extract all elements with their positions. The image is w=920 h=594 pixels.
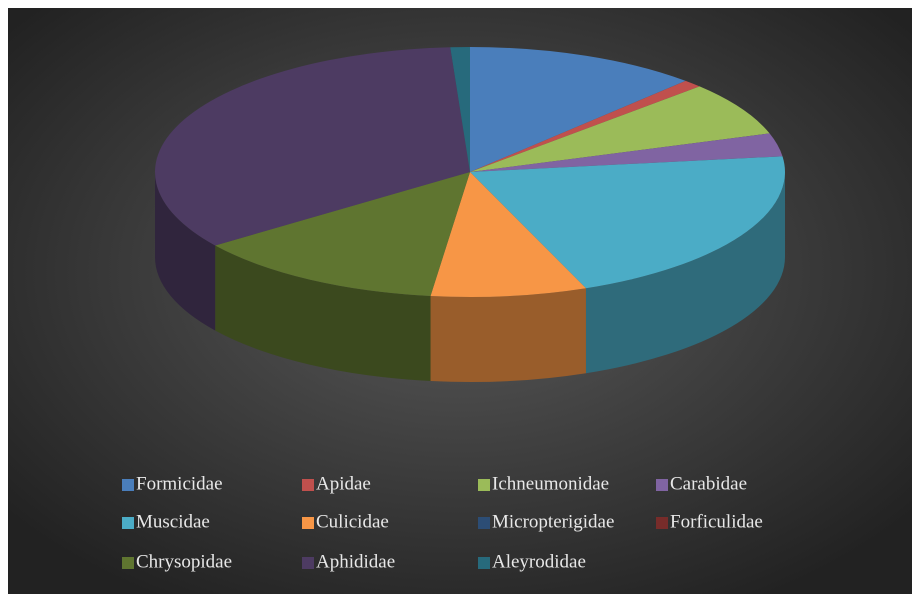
legend-swatch: [302, 479, 314, 491]
pie-slice: [215, 172, 470, 382]
slice-side: [430, 288, 586, 382]
legend-swatch: [302, 517, 314, 529]
legend-swatch: [122, 479, 134, 491]
slice-top: [470, 80, 700, 172]
legend-label: Forficulidae: [670, 511, 763, 532]
pie-slice: [470, 47, 686, 172]
legend-label: Micropterigidae: [492, 511, 614, 532]
legend-swatch: [478, 517, 490, 529]
legend-swatch: [478, 557, 490, 569]
slice-top: [430, 172, 586, 297]
pie-slice: [470, 86, 770, 172]
slice-top: [450, 47, 470, 172]
legend-swatch: [122, 517, 134, 529]
slice-side: [585, 172, 785, 374]
slice-top: [215, 172, 470, 297]
legend-swatch: [302, 557, 314, 569]
slice-side: [215, 245, 431, 382]
slice-top: [470, 47, 686, 172]
slice-top: [154, 47, 470, 246]
pie-slice: [470, 133, 783, 172]
slice-top: [470, 156, 785, 289]
legend-swatch: [656, 479, 668, 491]
legend-label: Chrysopidae: [136, 551, 232, 572]
legend-label: Carabidae: [670, 473, 747, 494]
slice-top: [470, 86, 770, 172]
legend-swatch: [122, 557, 134, 569]
legend-label: Apidae: [316, 473, 371, 494]
legend-label: Formicidae: [136, 473, 223, 494]
pie-slice: [154, 47, 470, 331]
pie-slice: [450, 47, 470, 172]
slice-top: [470, 133, 783, 172]
legend-label: Aleyrodidae: [492, 551, 586, 572]
pie-slice: [470, 156, 785, 374]
legend-swatch: [656, 517, 668, 529]
pie-slice: [470, 80, 700, 172]
legend-swatch: [478, 479, 490, 491]
slice-side: [155, 172, 216, 331]
legend-label: Aphididae: [316, 551, 395, 572]
legend-label: Ichneumonidae: [492, 473, 609, 494]
pie-slice: [430, 172, 586, 382]
legend-label: Muscidae: [136, 511, 210, 532]
legend-label: Culicidae: [316, 511, 389, 532]
